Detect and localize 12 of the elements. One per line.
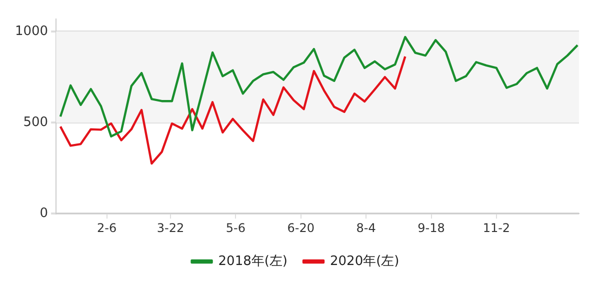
legend-label: 2020年(左) [330, 254, 400, 269]
x-tick-label: 3-22 [156, 220, 184, 235]
x-tick-label: 11-2 [482, 220, 510, 235]
x-tick-label: 5-6 [226, 220, 246, 235]
x-tick-label: 2-6 [96, 220, 117, 235]
x-tick-label: 6-20 [287, 220, 314, 235]
x-tick-label: 9-18 [418, 220, 445, 235]
y-tick-label: 500 [23, 114, 48, 130]
y-tick-label: 1000 [14, 24, 48, 39]
legend-label: 2018年(左) [218, 254, 288, 269]
x-tick-label: 8-4 [356, 220, 376, 235]
y-tick-label: 0 [40, 206, 48, 221]
